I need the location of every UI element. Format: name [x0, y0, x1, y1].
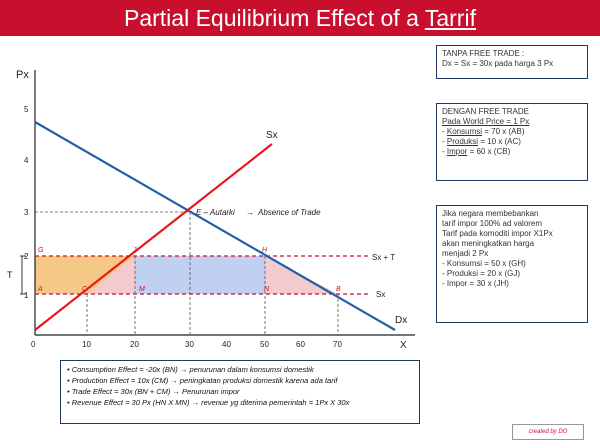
tariff-line1: Jika negara membebankan — [442, 209, 539, 218]
free-trade-title: DENGAN FREE TRADE — [442, 107, 529, 116]
free-trade-line4c: = 60 x (CB) — [467, 147, 511, 156]
free-trade-info-box: DENGAN FREE TRADE Pada World Price = 1 P… — [436, 103, 588, 181]
x-tick-40: 40 — [222, 340, 231, 349]
free-trade-line4b: Impor — [446, 147, 468, 156]
production-effect: • Production Effect = 10x (CM) → peningk… — [67, 376, 338, 385]
credit-stamp: created by DO — [512, 424, 584, 440]
x-tick-10: 10 — [82, 340, 91, 349]
revenue-effect: • Revenue Effect = 30 Px (HN X MN) → rev… — [67, 398, 350, 407]
revenue-area — [135, 256, 265, 294]
x-tick-70: 70 — [333, 340, 342, 349]
y-axis-label: Px — [16, 69, 29, 81]
demand-curve — [34, 121, 396, 331]
free-trade-line4: - Impor = 60 x (CB) — [442, 147, 582, 157]
autarky-info-box: TANPA FREE TRADE : Dx = Sx = 30x pada ha… — [436, 45, 588, 79]
consumer-loss-area — [35, 256, 135, 294]
free-trade-line3b: Produksi — [446, 137, 479, 146]
tariff-diagram: Px X 1 2 3 4 5 0 10 20 30 40 50 60 70 Sx… — [7, 69, 415, 351]
consumption-effect: • Consumption Effect = -20x (BN) → penur… — [67, 365, 314, 374]
free-trade-line2b: Konsumsi — [446, 127, 483, 136]
x-tick-0: 0 — [31, 340, 36, 349]
tariff-line3: Tarif pada komoditi impor X1Px — [442, 229, 553, 238]
x-tick-60: 60 — [296, 340, 305, 349]
x-tick-30: 30 — [185, 340, 194, 349]
supply-curve — [34, 143, 273, 331]
point-b-label: B — [336, 286, 341, 293]
free-trade-line1a: Pada — [442, 117, 463, 126]
tariff-line2: tarif impor 100% ad valorem — [442, 219, 543, 228]
autarky-line1: Dx = Sx = 30x pada harga 3 Px — [442, 59, 554, 68]
free-trade-line2a: - — [442, 127, 447, 136]
point-a-label: A — [37, 286, 43, 293]
effects-box: • Consumption Effect = -20x (BN) → penur… — [60, 360, 420, 424]
page-title: Partial Equilibrium Effect of a Tarrif — [0, 0, 600, 36]
title-main: Partial Equilibrium Effect of a — [124, 5, 425, 31]
x-axis-label: X — [400, 340, 407, 351]
point-m-label: M — [139, 286, 145, 293]
autarky-title: TANPA FREE TRADE : — [442, 49, 525, 58]
demand-curve-label: Dx — [395, 315, 407, 326]
free-trade-line3: - Produksi = 10 x (AC) — [442, 137, 582, 147]
y-tick-2: 2 — [24, 252, 29, 261]
arrow-glyph: → — [246, 208, 254, 217]
y-tick-4: 4 — [24, 156, 29, 165]
tariff-line4: akan meningkatkan harga — [442, 239, 535, 248]
free-trade-line3c: = 10 x (AC) — [478, 137, 521, 146]
point-n-label: N — [264, 286, 270, 293]
tariff-line6: - Konsumsi = 50 x (GH) — [442, 259, 526, 268]
free-trade-line4a: - — [442, 147, 447, 156]
supply-curve-label: Sx — [266, 130, 278, 141]
point-h-label: H — [262, 247, 268, 254]
point-j-label: J — [132, 247, 137, 254]
sx-plus-t-label: Sx + T — [372, 253, 395, 262]
free-trade-line3a: - — [442, 137, 447, 146]
t-label: T — [7, 270, 13, 280]
y-tick-5: 5 — [24, 105, 29, 114]
tariff-info-box: Jika negara membebankan tarif impor 100%… — [436, 205, 588, 323]
y-tick-3: 3 — [24, 208, 29, 217]
point-e-label: E – Autarki — [196, 208, 235, 217]
deadweight-area-production — [87, 256, 135, 294]
trade-effect: • Trade Effect = 30x (BN + CM) → Penurun… — [67, 387, 240, 396]
point-g-label: G — [38, 247, 44, 254]
title-tail: Tarrif — [424, 5, 476, 31]
tariff-line5: menjadi 2 Px — [442, 249, 489, 258]
point-c-label: C — [82, 286, 88, 293]
x-tick-20: 20 — [130, 340, 139, 349]
y-tick-1: 1 — [24, 291, 29, 300]
free-trade-line1b: World Price = 1 Px — [462, 117, 530, 126]
header-banner — [0, 0, 600, 36]
absence-label: Absence of Trade — [257, 208, 321, 217]
free-trade-line1: Pada World Price = 1 Px — [442, 117, 582, 127]
tariff-line7: - Produksi = 20 x (GJ) — [442, 269, 521, 278]
tariff-line8: - Impor = 30 x (JH) — [442, 279, 509, 288]
free-trade-line2: - Konsumsi = 70 x (AB) — [442, 127, 582, 137]
x-tick-50: 50 — [260, 340, 269, 349]
free-trade-line2c: = 70 x (AB) — [482, 127, 525, 136]
sx-world-label: Sx — [376, 290, 385, 299]
